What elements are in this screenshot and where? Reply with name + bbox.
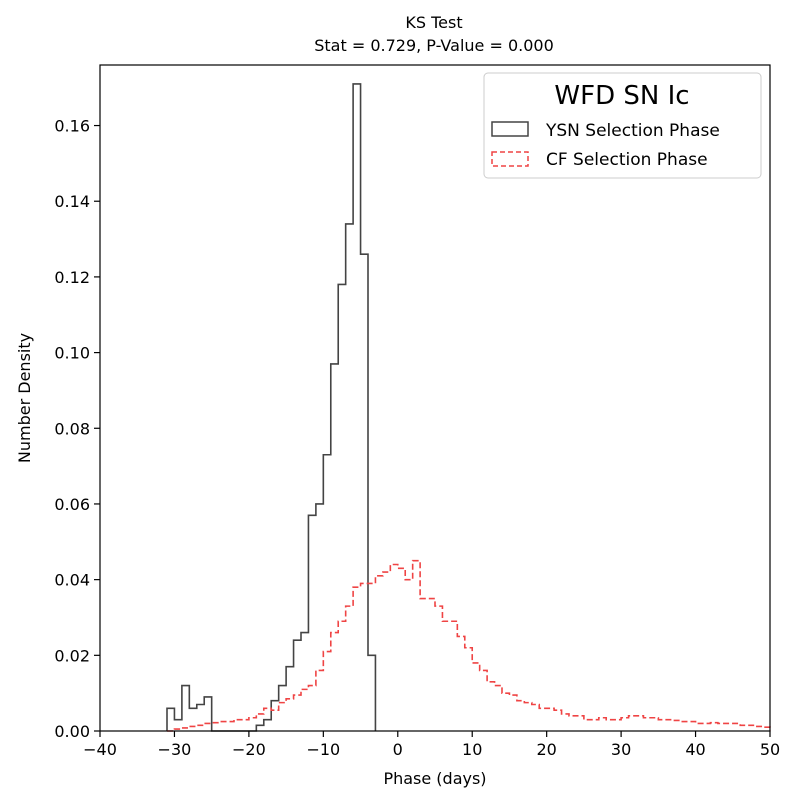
y-tick-label: 0.04 [54, 571, 90, 590]
x-tick-label: −20 [232, 740, 266, 759]
x-tick-label: 20 [536, 740, 556, 759]
y-axis-label: Number Density [15, 333, 34, 463]
y-tick-label: 0.08 [54, 419, 90, 438]
legend-entry-cf: CF Selection Phase [546, 150, 708, 170]
legend: WFD SN Ic YSN Selection Phase CF Selecti… [483, 72, 762, 179]
series-layer [166, 83, 771, 732]
y-tick-label: 0.14 [54, 192, 90, 211]
x-axis: −40 −30 −20 −10 0 10 20 30 40 50 [83, 731, 780, 759]
x-tick-label: 30 [611, 740, 631, 759]
legend-title: WFD SN Ic [554, 81, 689, 111]
x-tick-label: 10 [462, 740, 482, 759]
chart-title: KS Test [405, 13, 462, 32]
y-tick-label: 0.10 [54, 344, 90, 363]
y-axis: 0.00 0.02 0.04 0.06 0.08 0.10 0.12 0.14 0.16 [54, 117, 100, 741]
x-tick-label: −40 [83, 740, 117, 759]
chart-subtitle: Stat = 0.729, P-Value = 0.000 [314, 36, 554, 55]
y-tick-label: 0.16 [54, 117, 90, 136]
series-1-step [167, 559, 771, 732]
legend-entry-ysn: YSN Selection Phase [545, 121, 720, 141]
x-tick-label: −10 [306, 740, 340, 759]
x-tick-label: −30 [158, 740, 192, 759]
legend-swatch-cf [491, 151, 529, 167]
legend-box [483, 72, 762, 179]
plot-frame [99, 64, 771, 732]
x-axis-label: Phase (days) [383, 769, 486, 788]
y-tick-label: 0.06 [54, 495, 90, 514]
legend-swatch-ysn [491, 121, 529, 137]
x-tick-label: 50 [760, 740, 780, 759]
y-tick-label: 0.02 [54, 646, 90, 665]
x-tick-label: 40 [685, 740, 705, 759]
series-0-step [166, 83, 377, 732]
x-tick-label: 0 [393, 740, 403, 759]
y-tick-label: 0.00 [54, 722, 90, 741]
y-tick-label: 0.12 [54, 268, 90, 287]
